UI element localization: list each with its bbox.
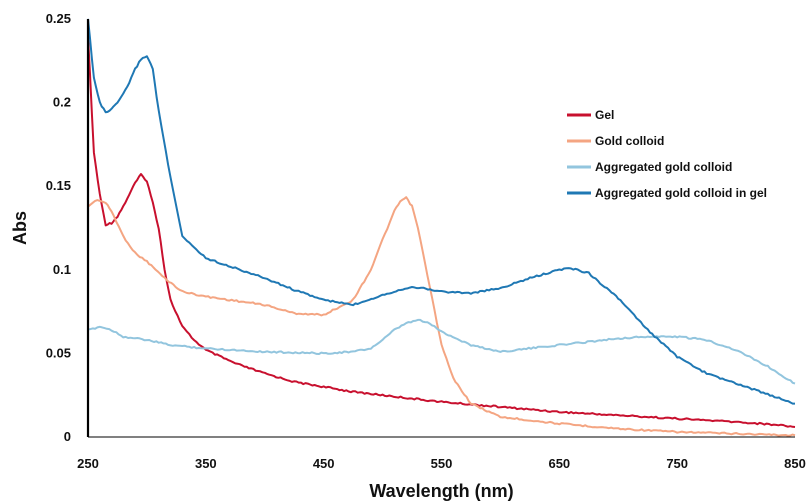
x-tick-label: 250 — [77, 456, 99, 471]
x-tick-label: 450 — [313, 456, 335, 471]
y-tick-labels: 0 0.05 0.1 0.15 0.2 0.25 — [46, 11, 71, 444]
legend: Gel Gold colloid Aggregated gold colloid Ag… — [567, 108, 767, 200]
x-tick-label: 650 — [548, 456, 570, 471]
series-line-gel — [87, 36, 796, 428]
plot-lines — [87, 18, 796, 437]
x-tick-labels: 250 350 450 550 650 750 850 — [77, 456, 806, 471]
x-tick-label: 750 — [666, 456, 688, 471]
legend-label-gel: Gel — [595, 108, 614, 122]
x-tick-label: 550 — [431, 456, 453, 471]
y-tick-label: 0.25 — [46, 11, 71, 26]
y-tick-label: 0.1 — [53, 262, 71, 277]
x-tick-label: 850 — [784, 456, 806, 471]
x-axis-title: Wavelength (nm) — [369, 481, 513, 501]
legend-label-aggregated-gold-colloid-in-gel: Aggregated gold colloid in gel — [595, 186, 767, 200]
y-tick-label: 0.15 — [46, 178, 71, 193]
legend-label-gold-colloid: Gold colloid — [595, 134, 664, 148]
series-line-aggregated-gold-colloid-in-gel — [87, 18, 795, 405]
y-axis-title: Abs — [10, 211, 30, 245]
series-line-gold-colloid — [87, 196, 796, 437]
y-tick-label: 0.05 — [46, 345, 71, 360]
x-tick-label: 350 — [195, 456, 217, 471]
y-tick-label: 0.2 — [53, 95, 71, 110]
y-tick-label: 0 — [64, 429, 71, 444]
legend-label-aggregated-gold-colloid: Aggregated gold colloid — [595, 160, 732, 174]
series-line-aggregated-gold-colloid — [87, 318, 796, 385]
